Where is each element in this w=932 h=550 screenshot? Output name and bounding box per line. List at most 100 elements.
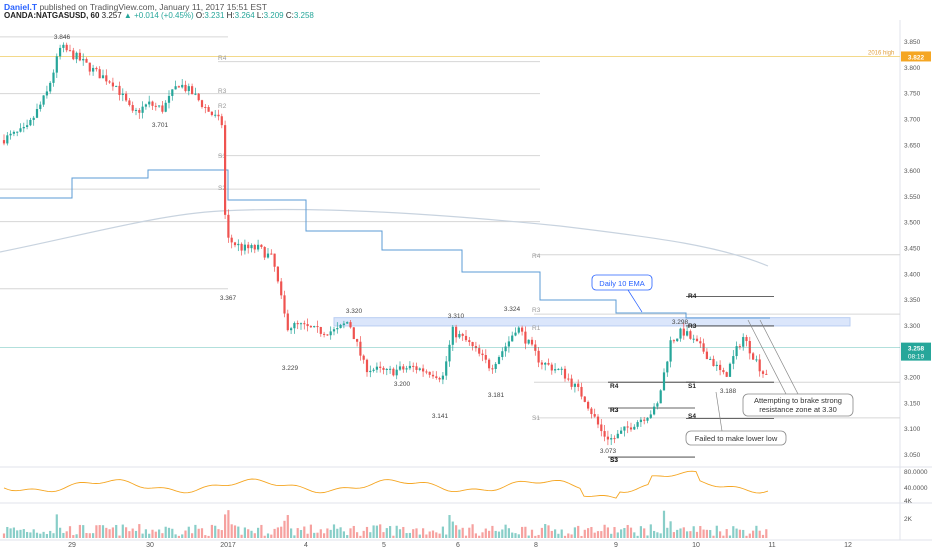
candle-body	[243, 244, 246, 251]
symbol-info: OANDA:NATGASUSD, 60 3.257 ▲ +0.014 (+0.4…	[4, 11, 314, 20]
volume-bar	[290, 528, 293, 538]
volume-bar	[379, 524, 382, 538]
volume-bar	[570, 534, 573, 538]
volume-bar	[620, 529, 623, 538]
candle-body	[643, 419, 646, 421]
candle-body	[471, 342, 474, 347]
y-tick-label: 3.150	[904, 400, 921, 407]
high-2016-price: 3.822	[908, 54, 925, 61]
candle-body	[257, 244, 260, 250]
volume-bar	[649, 524, 652, 538]
volume-bar	[375, 525, 378, 538]
candle-body	[732, 356, 735, 364]
pivot-label: S1	[218, 153, 226, 160]
pivot-label: S3	[610, 457, 618, 464]
price-label: 3.701	[152, 122, 169, 129]
candle-body	[646, 417, 649, 421]
volume-bar	[131, 528, 134, 538]
candle-body	[402, 366, 405, 370]
volume-bar	[715, 525, 718, 538]
pivot-label: R4	[688, 293, 697, 300]
volume-bar	[728, 535, 732, 538]
volume-bar	[445, 534, 448, 538]
volume-bar	[237, 526, 240, 538]
volume-bar	[557, 533, 560, 538]
candle-body	[356, 339, 359, 342]
volume-bar	[484, 528, 487, 538]
candle-body	[42, 95, 45, 105]
x-tick-label: 10	[692, 542, 700, 549]
volume-bar	[273, 528, 276, 538]
high-2016-price-box	[901, 51, 931, 62]
candle-body	[68, 50, 72, 52]
rsi-line	[3, 470, 769, 499]
y-tick-label: 3.400	[904, 271, 921, 278]
open-value: 3.231	[204, 11, 225, 20]
candle-body	[125, 93, 128, 101]
volume-bar	[514, 533, 517, 538]
candle-body	[613, 438, 616, 440]
candle-body	[633, 426, 636, 430]
lower-low-note-text: Failed to make lower low	[695, 434, 778, 443]
candle-body	[326, 334, 329, 336]
candle-body	[323, 333, 326, 335]
last-price: 3.257	[101, 11, 122, 20]
volume-bar	[177, 535, 180, 538]
candle-body	[524, 331, 527, 344]
candle-body	[468, 340, 471, 343]
volume-bar	[359, 535, 362, 538]
author-name[interactable]: Daniel.T	[4, 2, 38, 12]
candle-body	[517, 327, 520, 333]
volume-bar	[478, 535, 481, 538]
candle-body	[263, 246, 266, 258]
x-tick-label: 9	[614, 542, 618, 549]
candle-body	[276, 266, 279, 282]
candle-body	[418, 368, 421, 370]
candle-body	[204, 106, 207, 108]
candle-body	[521, 327, 524, 332]
volume-bar	[326, 528, 329, 538]
candle-body	[260, 244, 263, 247]
lower-low-note-pointer	[715, 391, 723, 432]
publish-text: published on TradingView.com, January 11…	[39, 2, 267, 12]
candle-body	[629, 427, 633, 430]
candle-body	[82, 58, 85, 61]
candle-body	[461, 333, 464, 336]
candle-body	[29, 119, 32, 126]
candle-body	[286, 313, 289, 331]
volume-bar	[451, 521, 454, 538]
y-tick-label: 3.300	[904, 323, 921, 330]
volume-bar	[59, 527, 62, 538]
price-label: 3.320	[346, 308, 363, 315]
candle-body	[59, 47, 62, 57]
candle-body	[62, 44, 65, 48]
candle-body	[626, 426, 629, 428]
x-tick-label: 2017	[220, 542, 236, 549]
volume-bar	[643, 528, 646, 538]
volume-bar	[105, 527, 108, 538]
volume-bar	[369, 532, 372, 538]
volume-bar	[524, 526, 527, 538]
volume-bar	[402, 526, 405, 538]
volume-bar	[540, 527, 543, 538]
volume-bar	[118, 535, 121, 538]
candle-body	[128, 100, 131, 106]
volume-bar	[111, 527, 114, 538]
ema-callout-text: Daily 10 EMA	[599, 279, 644, 288]
volume-bar	[544, 524, 547, 538]
candle-body	[709, 358, 712, 360]
candle-body	[151, 101, 154, 106]
candle-body	[382, 367, 385, 370]
candle-body	[474, 346, 477, 349]
low-label: L:	[256, 11, 264, 20]
volume-bar	[260, 524, 263, 538]
candle-body	[197, 93, 200, 101]
candle-body	[359, 341, 362, 356]
y-tick-label: 3.750	[904, 91, 921, 98]
price-label: 3.188	[720, 388, 737, 395]
volume-bar	[303, 526, 306, 538]
volume-bar	[392, 535, 395, 538]
volume-bar	[431, 530, 435, 538]
candle-body	[227, 214, 230, 238]
